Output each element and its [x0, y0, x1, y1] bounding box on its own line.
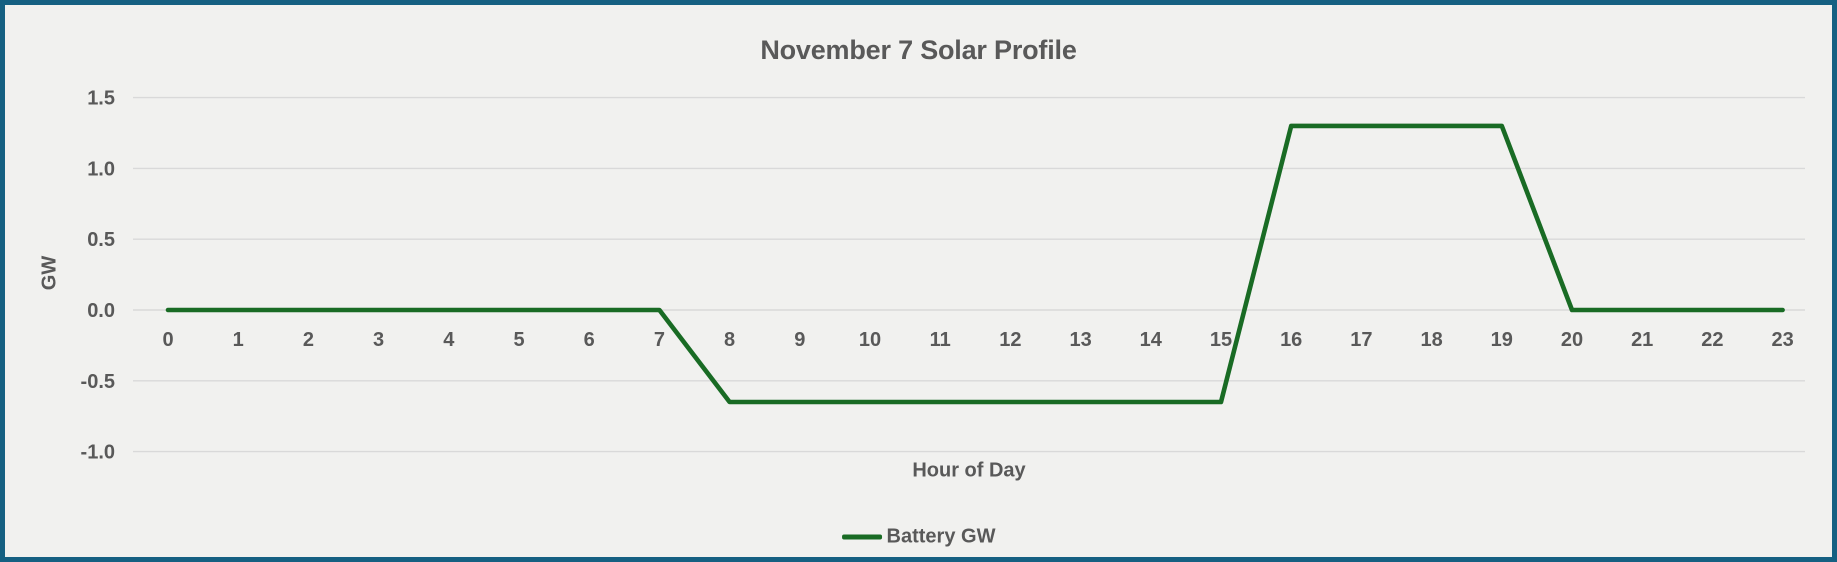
x-tick-label: 13 — [1069, 329, 1091, 351]
y-tick-label: -0.5 — [81, 371, 115, 393]
x-tick-label: 15 — [1210, 329, 1232, 351]
x-tick-label: 8 — [724, 329, 735, 351]
x-axis-title: Hour of Day — [912, 459, 1026, 482]
legend-label: Battery GW — [886, 525, 996, 548]
x-tick-label: 22 — [1701, 329, 1723, 351]
x-tick-label: 0 — [162, 329, 173, 351]
x-tick-label: 9 — [794, 329, 805, 351]
x-tick-label: 7 — [654, 329, 665, 351]
x-tick-label: 6 — [584, 329, 595, 351]
y-tick-label: 0.5 — [87, 229, 115, 251]
x-axis-tick-labels: 0 1 2 3 4 5 6 7 8 9 10 11 12 13 14 15 16 17 18 19 20 21 22 23 — [162, 329, 1793, 351]
legend: Battery GW — [841, 525, 996, 549]
x-tick-label: 21 — [1631, 329, 1653, 351]
gridlines — [133, 96, 1805, 453]
x-tick-label: 19 — [1491, 329, 1513, 351]
x-tick-label: 1 — [233, 329, 244, 351]
x-tick-label: 3 — [373, 329, 384, 351]
x-tick-label: 10 — [859, 329, 881, 351]
legend-line-swatch — [841, 534, 882, 540]
plot-area: 1.51.00.50.0-0.5-1.0 0 1 2 3 4 5 6 7 8 9 10 11 12 13 1… — [81, 88, 1805, 464]
x-tick-label: 20 — [1561, 329, 1583, 351]
y-axis-tick-labels: 1.5 1.0 0.5 0.0 -0.5 -1.0 — [81, 88, 115, 464]
x-tick-label: 4 — [443, 329, 455, 351]
y-tick-label: 1.0 — [87, 158, 115, 180]
x-tick-label: 14 — [1140, 329, 1163, 351]
series-line-battery-gw — [165, 123, 1785, 405]
y-tick-label: 0.0 — [87, 300, 115, 322]
x-tick-label: 5 — [513, 329, 524, 351]
x-tick-label: 18 — [1420, 329, 1442, 351]
y-tick-label: 1.5 — [87, 88, 115, 110]
x-tick-label: 16 — [1280, 329, 1302, 351]
x-tick-label: 12 — [999, 329, 1021, 351]
y-axis-title: GW — [38, 255, 61, 291]
x-tick-label: 11 — [930, 329, 951, 351]
chart-title: November 7 Solar Profile — [760, 35, 1077, 65]
x-tick-label: 2 — [303, 329, 314, 351]
x-tick-label: 17 — [1350, 329, 1372, 351]
x-tick-label: 23 — [1771, 329, 1793, 351]
y-tick-label: -1.0 — [81, 442, 115, 464]
